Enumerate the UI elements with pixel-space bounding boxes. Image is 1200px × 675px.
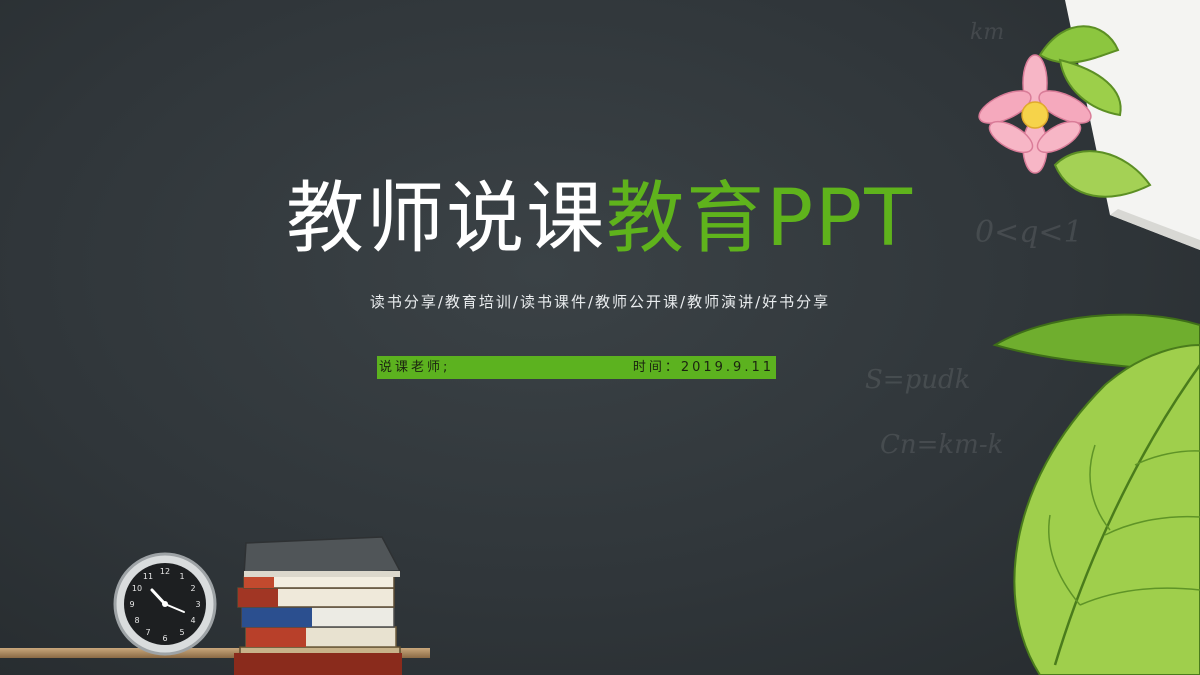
green-leaf-icon xyxy=(992,313,1200,675)
presenter-label: 说课老师; xyxy=(379,360,451,375)
svg-text:12: 12 xyxy=(160,567,170,576)
chalk-scribble: 0<q<1 xyxy=(975,215,1083,250)
time-label: 时间：2019.9.11 xyxy=(632,360,774,375)
chalk-scribble: S=pudk xyxy=(865,365,971,395)
slide-title: 教师说课教育PPT xyxy=(0,180,1200,258)
title-green-part: 教育PPT xyxy=(606,174,914,264)
info-bar: 说课老师; 时间：2019.9.11 xyxy=(377,356,776,379)
svg-text:7: 7 xyxy=(145,628,150,637)
slide-subtitle: 读书分享/教育培训/读书课件/教师公开课/教师演讲/好书分享 xyxy=(369,293,831,311)
chalk-scribble: km xyxy=(970,20,1005,45)
svg-text:8: 8 xyxy=(134,616,139,625)
chalk-scribble: Cn=km-k xyxy=(880,430,1004,460)
svg-text:10: 10 xyxy=(132,584,142,593)
svg-text:6: 6 xyxy=(162,634,167,643)
svg-text:3: 3 xyxy=(195,600,200,609)
title-white-part: 教师说课 xyxy=(286,174,607,264)
book-stack-icon xyxy=(234,536,402,675)
pink-lotus-flower-icon xyxy=(978,0,1200,250)
svg-text:4: 4 xyxy=(190,616,195,625)
svg-text:9: 9 xyxy=(129,600,134,609)
svg-text:2: 2 xyxy=(190,584,195,593)
svg-text:11: 11 xyxy=(143,572,153,581)
svg-text:1: 1 xyxy=(179,572,184,581)
svg-text:5: 5 xyxy=(179,628,184,637)
wooden-shelf xyxy=(0,648,430,658)
